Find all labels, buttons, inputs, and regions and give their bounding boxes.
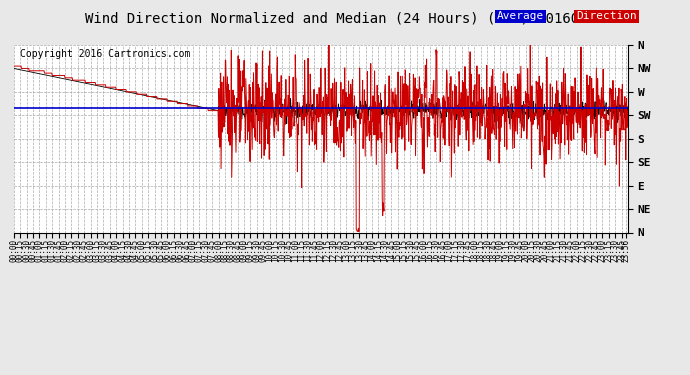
Text: Copyright 2016 Cartronics.com: Copyright 2016 Cartronics.com: [20, 49, 190, 59]
Text: Direction: Direction: [576, 11, 637, 21]
Text: Wind Direction Normalized and Median (24 Hours) (New) 20160822: Wind Direction Normalized and Median (24…: [86, 11, 604, 25]
Text: Average: Average: [497, 11, 544, 21]
